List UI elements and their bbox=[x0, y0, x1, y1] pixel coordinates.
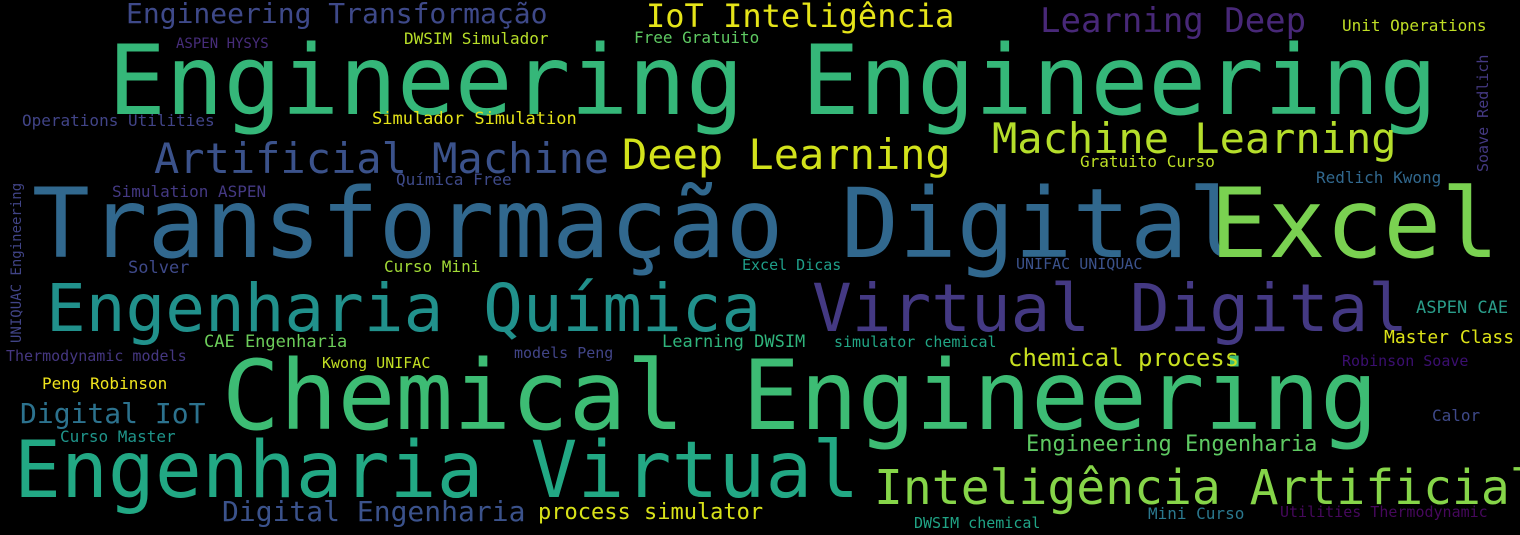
word: Soave Redlich bbox=[1474, 54, 1492, 172]
word: Engineering Engenharia bbox=[1026, 432, 1318, 457]
word: process simulator bbox=[538, 500, 764, 525]
word: simulator chemical bbox=[834, 333, 997, 351]
word: Excel bbox=[1210, 168, 1499, 280]
word: Robinson Soave bbox=[1342, 352, 1469, 370]
word: Virtual Digital bbox=[812, 270, 1409, 347]
word: IoT Inteligência bbox=[646, 0, 955, 35]
word: ASPEN HYSYS bbox=[176, 36, 269, 52]
word: Excel Dicas bbox=[742, 256, 842, 274]
word: Artificial Machine bbox=[154, 134, 610, 183]
word: Engenharia Virtual bbox=[14, 426, 860, 516]
word: UNIFAC UNIQUAC bbox=[1016, 255, 1143, 273]
word: Learning DWSIM bbox=[662, 332, 806, 352]
word: Learning Deep bbox=[1040, 1, 1307, 41]
word: Kwong UNIFAC bbox=[322, 354, 431, 372]
word: DWSIM Simulador bbox=[404, 29, 549, 48]
word: Peng Robinson bbox=[42, 374, 168, 393]
word: Free Gratuito bbox=[634, 28, 760, 47]
word: Curso Master bbox=[60, 427, 176, 446]
word: Digital Engenharia bbox=[222, 495, 526, 528]
word: Química Free bbox=[396, 170, 512, 189]
word: Utilities Thermodynamic bbox=[1280, 503, 1488, 521]
word: Machine Learning bbox=[992, 114, 1397, 163]
word: Simulador Simulation bbox=[372, 109, 577, 129]
word: Curso Mini bbox=[384, 257, 481, 276]
word: Thermodynamic models bbox=[6, 347, 187, 365]
word: Master Class bbox=[1384, 327, 1515, 348]
word: Operations Utilities bbox=[22, 111, 215, 130]
word: DWSIM chemical bbox=[914, 514, 1041, 532]
word: ASPEN CAE bbox=[1416, 298, 1509, 318]
word: Chemical Engineering bbox=[222, 340, 1378, 452]
word: chemical process bbox=[1008, 344, 1240, 372]
word: Deep Learning bbox=[622, 130, 951, 179]
word: Redlich Kwong bbox=[1316, 168, 1442, 187]
word: CAE Engenharia bbox=[204, 332, 348, 352]
word: Engineering Engineering bbox=[108, 25, 1438, 137]
word: Engineering Transformação bbox=[126, 0, 548, 30]
word: Digital IoT bbox=[20, 397, 206, 430]
word: Engenharia Química bbox=[46, 270, 762, 347]
word: models Peng bbox=[514, 344, 614, 362]
word: Mini Curso bbox=[1148, 504, 1245, 523]
word: Gratuito Curso bbox=[1080, 152, 1215, 171]
word: Calor bbox=[1432, 406, 1481, 425]
word: UNIQUAC Engineering bbox=[9, 182, 25, 343]
word: Inteligência Artificial bbox=[874, 460, 1520, 516]
word: Transformação Digital bbox=[32, 168, 1246, 280]
word: Simulation ASPEN bbox=[112, 182, 267, 201]
word: Unit Operations bbox=[1342, 16, 1487, 35]
word: Solver bbox=[128, 258, 190, 278]
